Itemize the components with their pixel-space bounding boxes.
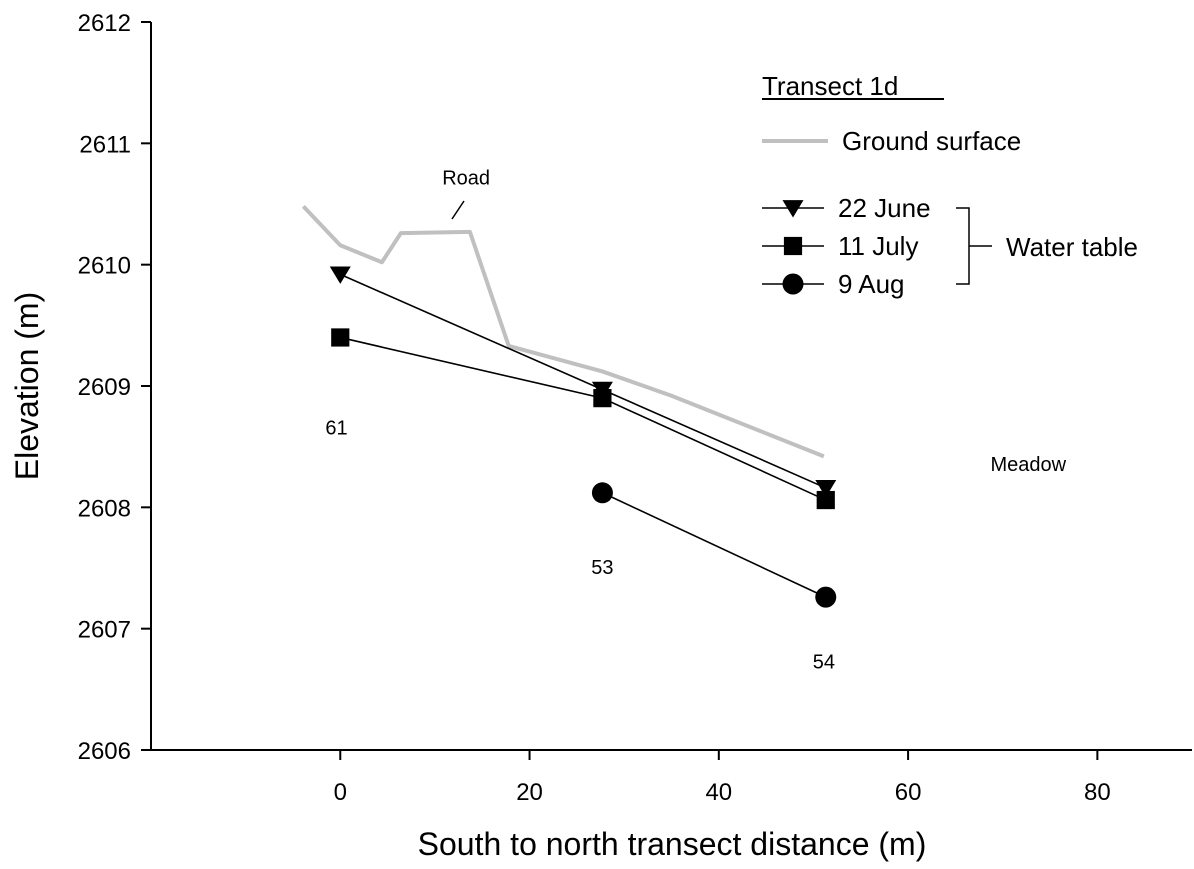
x-tick-label: 40 bbox=[705, 779, 732, 806]
data-point-11-july bbox=[331, 328, 350, 347]
series-layer bbox=[329, 266, 837, 608]
legend-bracket bbox=[956, 207, 992, 285]
y-tick-label: 2612 bbox=[78, 10, 131, 37]
x-tick-label: 80 bbox=[1084, 779, 1111, 806]
legend-series: 22 June 11 July 9 Aug bbox=[762, 193, 931, 299]
series-line-11-july bbox=[340, 336, 827, 501]
annotation-layer: Road 61 53 54 Meadow bbox=[325, 168, 1066, 674]
annotation-61: 61 bbox=[325, 418, 347, 440]
y-axis-title: Elevation (m) bbox=[9, 292, 45, 481]
data-point-11-july bbox=[593, 389, 612, 408]
y-tick-label: 2610 bbox=[78, 253, 131, 280]
data-point-22-june bbox=[815, 480, 837, 498]
annotation-road: Road bbox=[442, 168, 490, 190]
ground-surface-line bbox=[301, 205, 825, 459]
legend-label-9-aug: 9 Aug bbox=[838, 269, 905, 299]
series-line-22-june bbox=[339, 273, 827, 489]
legend-group-label: Water table bbox=[1006, 232, 1138, 262]
annotation-53: 53 bbox=[591, 557, 613, 579]
y-tick-label: 2607 bbox=[78, 617, 131, 644]
y-tick-label: 2609 bbox=[78, 374, 131, 401]
legend-label-11-july: 11 July bbox=[838, 231, 918, 261]
legend-marker-22-june bbox=[782, 200, 804, 218]
legend-marker-11-july bbox=[783, 236, 803, 256]
ground-surface-layer bbox=[301, 205, 825, 459]
x-axis-title: South to north transect distance (m) bbox=[418, 826, 927, 862]
annotation-meadow: Meadow bbox=[990, 454, 1066, 476]
axes bbox=[150, 22, 1192, 751]
road-leader-line bbox=[451, 200, 465, 220]
legend-label-22-june: 22 June bbox=[838, 193, 931, 223]
annotation-54: 54 bbox=[813, 652, 835, 674]
y-ticks: 2606 2607 2608 2609 2610 2611 2612 bbox=[78, 10, 151, 765]
x-tick-label: 60 bbox=[895, 779, 922, 806]
data-point-9-aug bbox=[815, 586, 837, 608]
y-tick-label: 2606 bbox=[78, 738, 131, 765]
legend-label-ground-surface: Ground surface bbox=[842, 126, 1021, 156]
y-tick-label: 2608 bbox=[78, 495, 131, 522]
legend-title: Transect 1d bbox=[762, 71, 898, 101]
x-tick-label: 0 bbox=[334, 779, 347, 806]
x-ticks: 0 20 40 60 80 bbox=[334, 750, 1111, 806]
x-tick-label: 20 bbox=[516, 779, 543, 806]
series-line-9-aug bbox=[602, 492, 827, 598]
legend: Transect 1d Ground surface 22 June 11 Jul… bbox=[762, 71, 1138, 299]
data-point-22-june bbox=[329, 266, 351, 284]
data-point-11-july bbox=[816, 490, 835, 510]
legend-marker-9-aug bbox=[782, 273, 804, 295]
y-tick-label: 2611 bbox=[79, 131, 131, 158]
data-point-9-aug bbox=[591, 482, 613, 504]
